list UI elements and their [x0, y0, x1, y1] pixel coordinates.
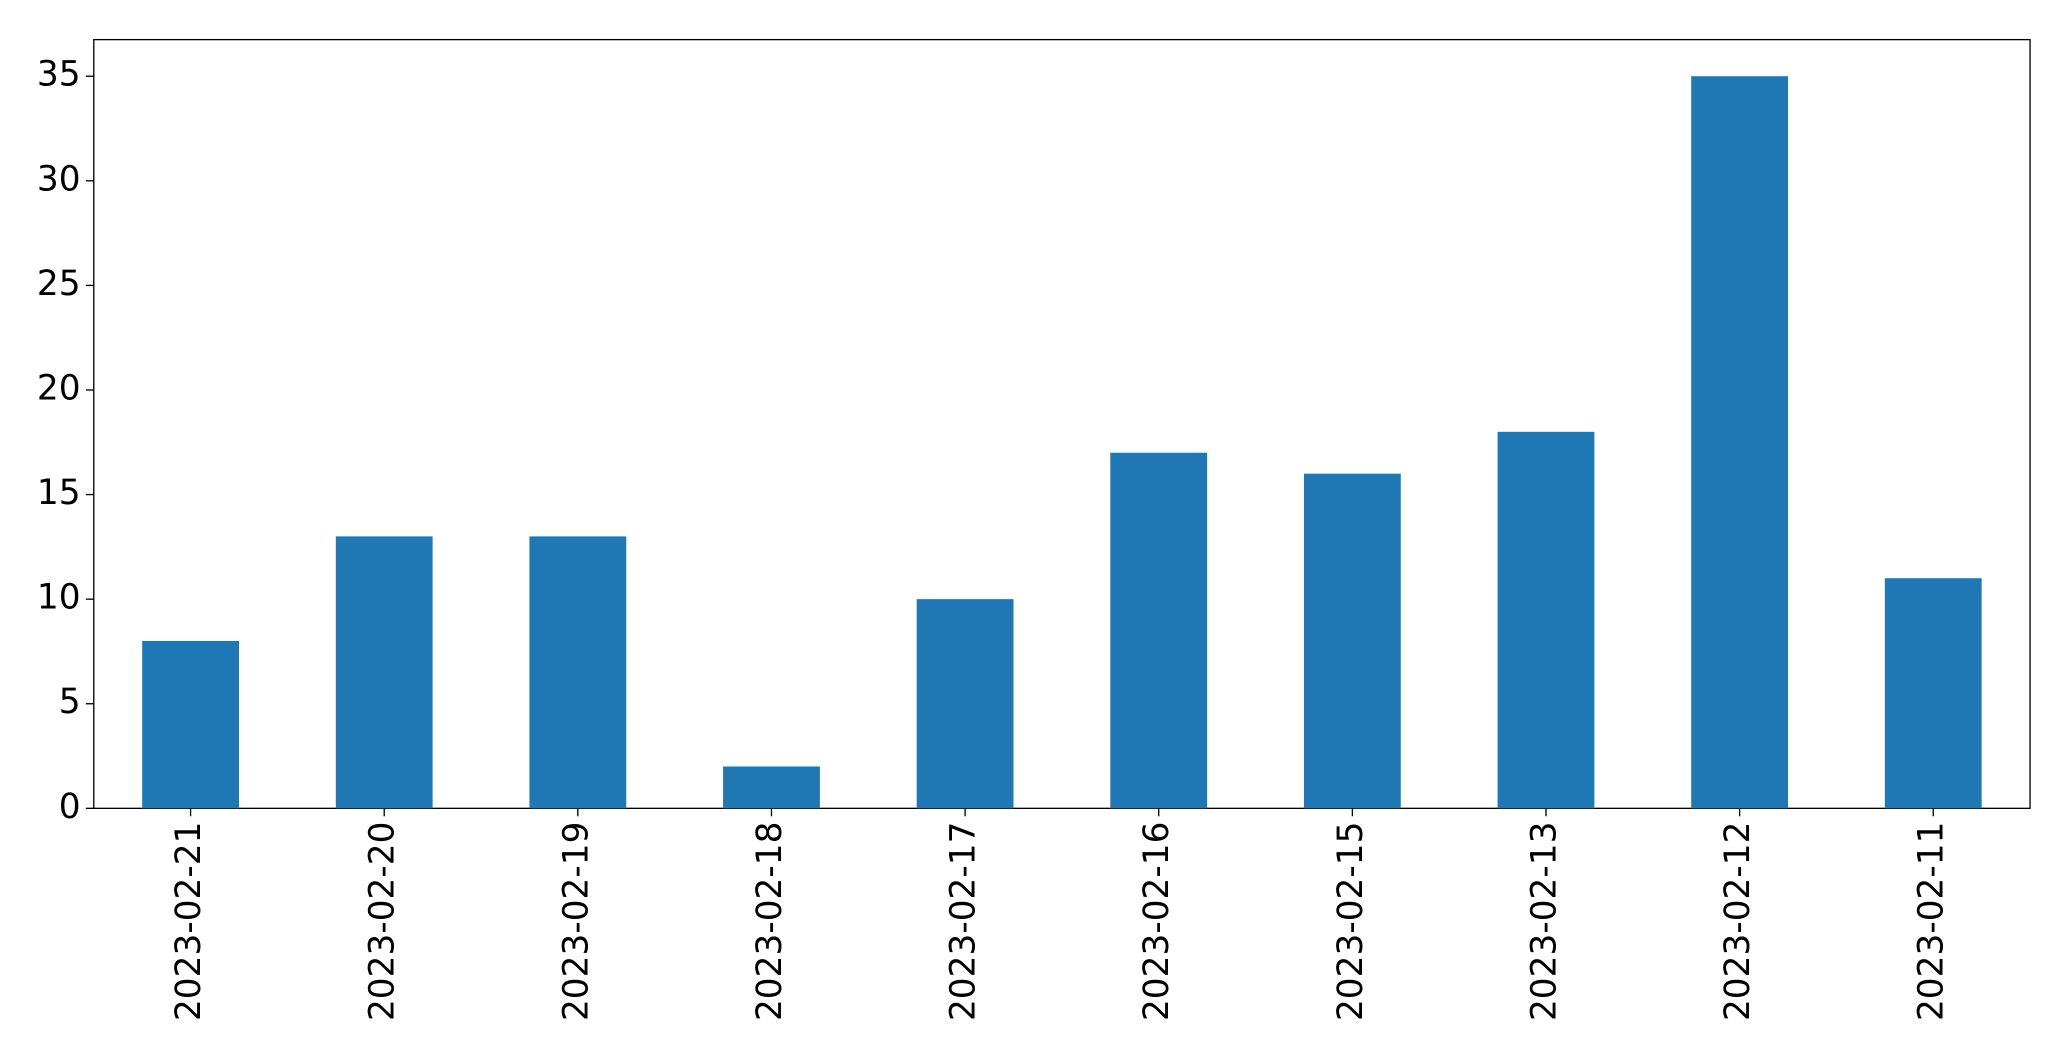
bar: [335, 536, 433, 809]
y-tick-label: 10: [37, 578, 81, 618]
y-tick-label: 15: [37, 473, 81, 513]
bar: [142, 640, 239, 809]
x-tick-label: 2023-02-11: [1912, 822, 1952, 1022]
bar: [1497, 431, 1595, 809]
x-tick-label: 2023-02-16: [1137, 822, 1177, 1022]
x-tick-label: 2023-02-13: [1524, 822, 1564, 1022]
x-tick-label: 2023-02-12: [1718, 822, 1758, 1022]
x-tick-label: 2023-02-15: [1331, 822, 1371, 1022]
x-tick-label: 2023-02-21: [169, 822, 209, 1022]
bar: [1303, 473, 1401, 809]
x-tick-label: 2023-02-18: [750, 822, 790, 1022]
x-tick-label: 2023-02-19: [556, 822, 596, 1022]
bar: [529, 536, 627, 809]
x-tick-label: 2023-02-20: [363, 822, 403, 1022]
bar: [723, 766, 820, 809]
bar: [916, 599, 1014, 809]
y-tick-label: 0: [59, 787, 81, 827]
y-tick-label: 20: [37, 368, 81, 408]
bar: [1691, 76, 1789, 809]
plot-frame: [93, 38, 2031, 809]
y-tick-label: 25: [37, 264, 81, 304]
bar: [1884, 578, 1982, 809]
y-tick-label: 30: [37, 159, 81, 199]
bar: [1110, 452, 1208, 809]
y-tick-label: 35: [37, 55, 81, 95]
y-tick-label: 5: [59, 682, 81, 722]
x-tick-label: 2023-02-17: [944, 822, 984, 1022]
